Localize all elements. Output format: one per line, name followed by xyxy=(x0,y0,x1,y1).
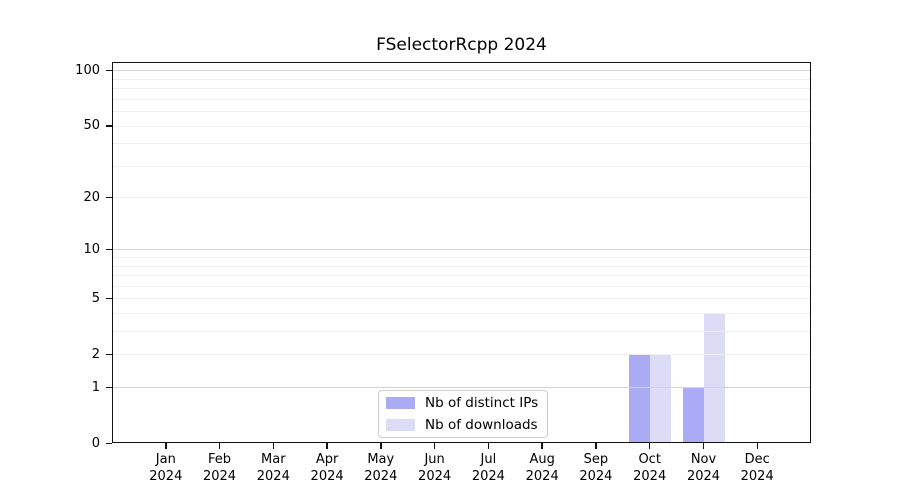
x-axis-tick-label: Dec 2024 xyxy=(714,451,800,485)
gridline-minor xyxy=(113,143,810,145)
x-tick-mark xyxy=(648,443,651,449)
x-tick-month: Sep xyxy=(583,452,609,467)
gridline-minor xyxy=(113,298,810,300)
y-axis-tick-label: 1 xyxy=(91,379,100,395)
x-tick-mark xyxy=(433,443,436,449)
y-tick-mark xyxy=(106,248,112,251)
x-tick-month: Nov xyxy=(690,452,717,467)
gridline-minor xyxy=(113,331,810,333)
gridline-minor xyxy=(113,354,810,356)
y-tick-mark xyxy=(106,386,112,388)
y-axis-tick-label: 100 xyxy=(75,62,100,78)
x-tick-month: Jun xyxy=(424,452,445,467)
gridline-major xyxy=(113,249,810,251)
x-tick-month: Jul xyxy=(480,452,497,467)
gridline-minor xyxy=(113,111,810,113)
x-tick-year: 2024 xyxy=(740,469,774,484)
x-tick-month: May xyxy=(367,452,395,467)
gridline-major xyxy=(113,70,810,72)
legend-swatch-downloads xyxy=(386,419,415,431)
x-axis-tick-label: Feb 2024 xyxy=(177,451,263,485)
x-axis-tick-label: Aug 2024 xyxy=(499,451,585,485)
x-tick-month: Mar xyxy=(261,452,286,467)
x-axis-tick-label: May 2024 xyxy=(338,451,424,485)
x-tick-mark xyxy=(595,443,597,449)
x-axis-tick-label: Apr 2024 xyxy=(284,451,370,485)
x-tick-mark xyxy=(272,443,275,449)
y-axis-tick-label: 10 xyxy=(83,241,100,257)
gridline-minor xyxy=(113,257,810,259)
x-tick-month: Oct xyxy=(638,452,661,467)
gridline-minor xyxy=(113,265,810,267)
legend-swatch-distinct-ips xyxy=(386,397,415,409)
x-axis-tick-label: Oct 2024 xyxy=(607,451,693,485)
y-axis-tick-label: 20 xyxy=(83,189,100,205)
y-axis-tick-label: 2 xyxy=(91,346,100,362)
y-tick-mark xyxy=(106,196,112,199)
gridline-minor xyxy=(113,125,810,127)
x-tick-month: Feb xyxy=(207,452,232,467)
x-tick-year: 2024 xyxy=(525,469,559,484)
x-tick-month: Dec xyxy=(744,452,770,467)
x-tick-year: 2024 xyxy=(149,469,183,484)
y-tick-mark xyxy=(106,442,112,444)
x-tick-year: 2024 xyxy=(579,469,613,484)
gridline-minor xyxy=(113,78,810,80)
x-tick-year: 2024 xyxy=(364,469,398,484)
x-tick-month: Apr xyxy=(315,452,339,467)
x-tick-mark xyxy=(487,443,490,449)
x-axis-tick-label: Nov 2024 xyxy=(661,451,747,485)
gridline-minor xyxy=(113,313,810,314)
legend: Nb of distinct IPs Nb of downloads xyxy=(378,390,548,438)
y-axis-tick-label: 5 xyxy=(91,290,100,306)
gridline-minor xyxy=(113,285,810,287)
x-tick-month: Jan xyxy=(155,452,176,467)
gridline-major xyxy=(113,387,810,388)
y-axis-tick-label: 0 xyxy=(91,435,100,451)
x-tick-year: 2024 xyxy=(471,469,505,484)
x-axis-tick-label: Jun 2024 xyxy=(392,451,478,485)
legend-label-downloads: Nb of downloads xyxy=(425,417,538,433)
x-tick-year: 2024 xyxy=(202,469,237,484)
y-axis-tick-label: 50 xyxy=(83,118,100,133)
x-tick-mark xyxy=(165,443,167,449)
x-axis-tick-label: Sep 2024 xyxy=(553,451,639,485)
x-tick-month: Aug xyxy=(529,452,555,467)
x-tick-mark xyxy=(702,443,705,449)
x-tick-year: 2024 xyxy=(256,469,290,484)
y-tick-mark xyxy=(106,297,112,300)
x-axis-tick-label: Mar 2024 xyxy=(230,451,316,485)
gridline-minor xyxy=(113,165,810,167)
x-tick-year: 2024 xyxy=(686,469,721,484)
bar-distinct-ips xyxy=(682,387,704,443)
gridline-minor xyxy=(113,275,810,277)
x-tick-mark xyxy=(380,443,382,449)
x-tick-year: 2024 xyxy=(633,469,667,484)
x-tick-mark xyxy=(756,443,758,449)
chart-title: FSelectorRcpp 2024 xyxy=(376,35,547,55)
x-tick-year: 2024 xyxy=(310,469,344,484)
x-axis-tick-label: Jul 2024 xyxy=(445,451,531,485)
y-tick-mark xyxy=(106,353,112,356)
y-tick-mark xyxy=(106,69,112,72)
gridline-minor xyxy=(113,197,810,199)
x-axis-tick-label: Jan 2024 xyxy=(123,451,209,485)
bar-downloads xyxy=(703,313,725,443)
x-tick-mark xyxy=(326,443,328,449)
gridline-minor xyxy=(113,98,810,100)
gridline-minor xyxy=(113,88,810,90)
x-tick-mark xyxy=(541,443,543,449)
legend-item-distinct-ips: Nb of distinct IPs xyxy=(386,392,547,414)
legend-item-downloads: Nb of downloads xyxy=(386,414,547,436)
y-tick-mark xyxy=(106,125,112,127)
bar-downloads xyxy=(649,354,671,443)
x-tick-year: 2024 xyxy=(418,469,452,484)
legend-label-distinct-ips: Nb of distinct IPs xyxy=(425,395,539,411)
x-tick-mark xyxy=(218,443,221,449)
bar-distinct-ips xyxy=(628,354,650,443)
